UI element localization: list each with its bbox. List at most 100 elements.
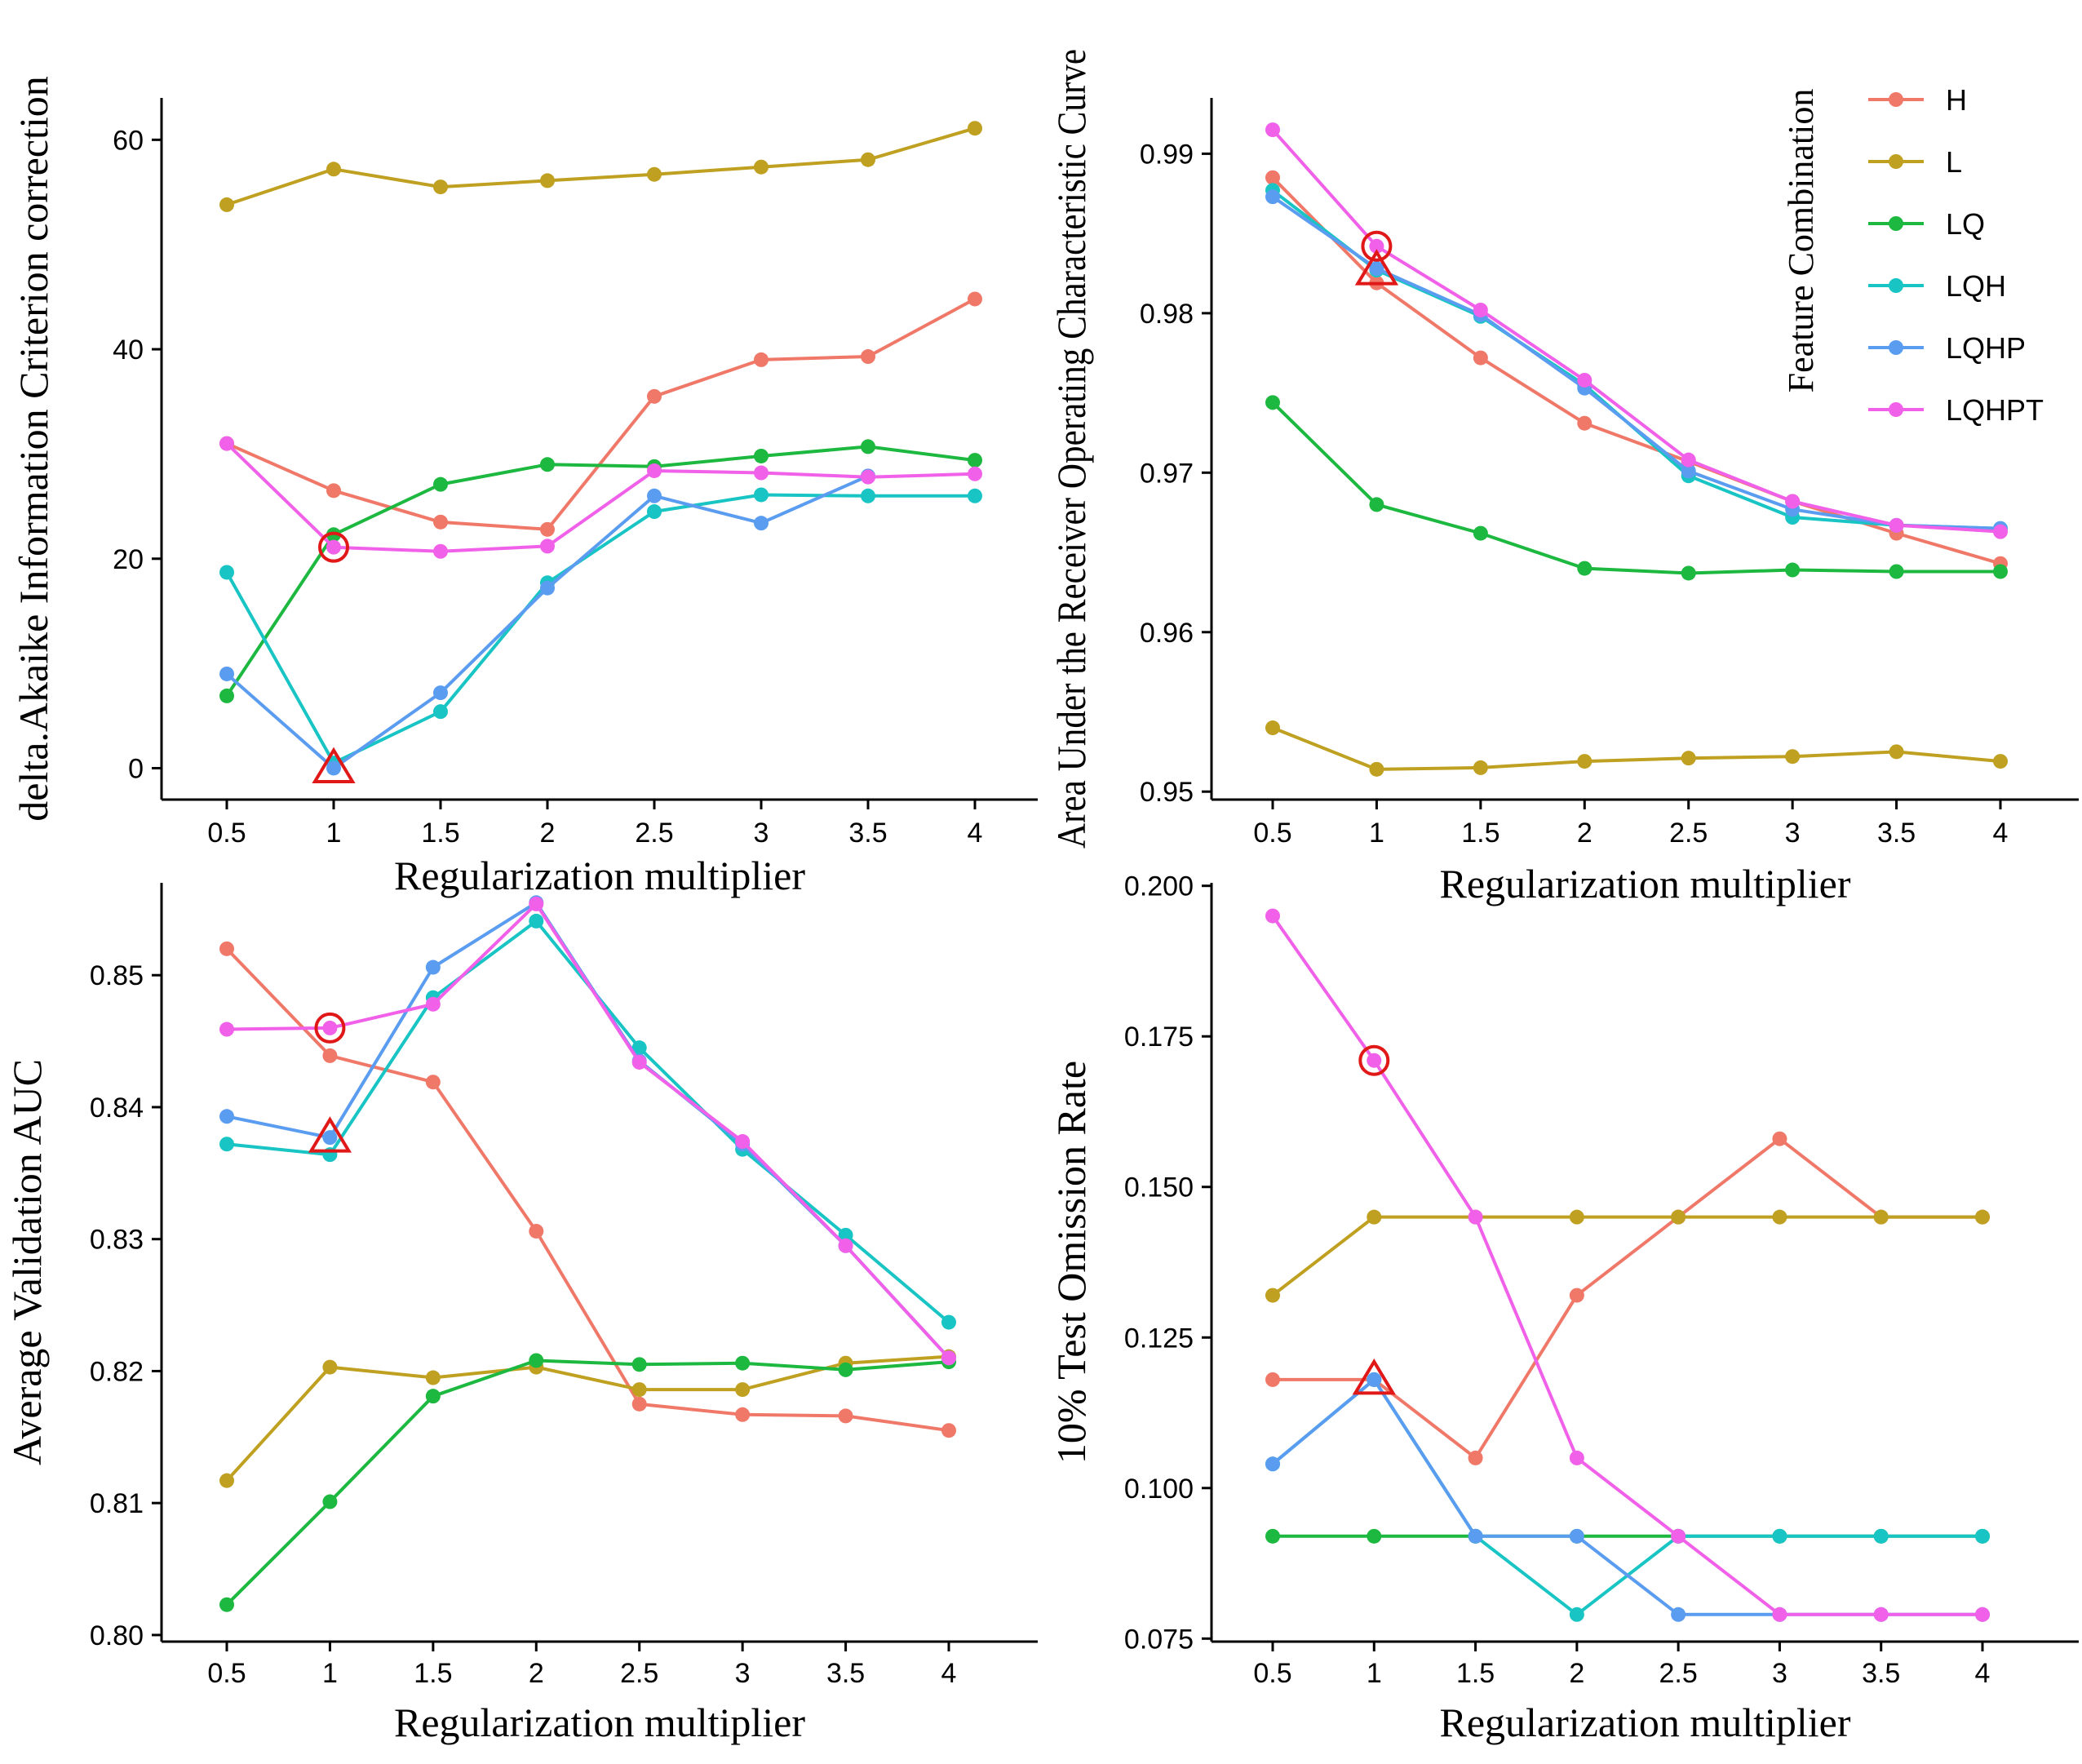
legend-item-lqh: LQH [1868,269,2006,303]
series-line [226,126,976,206]
x-tick-label: 1 [1367,1658,1382,1689]
data-point [647,166,662,182]
data-point [754,465,769,481]
data-point [219,197,234,212]
data-point [1772,1528,1787,1544]
data-point [1785,749,1801,765]
x-tick-label: 1.5 [414,1658,452,1689]
x-axis-title: Regularization multiplier [1439,1700,1850,1745]
y-tick-label: 60 [113,125,144,156]
data-point [1873,1607,1889,1622]
legend-item-lq: LQ [1868,207,1985,241]
legend-swatch-point [1889,340,1903,355]
data-point [647,463,662,478]
legend-title: Feature Combination [1781,89,1821,393]
y-tick-label: 0.96 [1140,618,1194,649]
data-point [941,1314,956,1330]
data-point [1369,761,1384,777]
data-point [1265,1372,1280,1387]
x-tick-label: 0.5 [1253,818,1291,849]
series-line [1271,915,1982,1616]
y-tick-label: 0.98 [1140,299,1194,330]
data-point [540,521,555,537]
x-axis-title: Regularization multiplier [394,853,805,898]
data-point [1671,1528,1686,1544]
legend-swatch-point [1889,216,1903,231]
selected-model-circle [318,531,349,563]
data-point [941,1423,956,1438]
data-point [1577,754,1593,769]
data-point [647,388,662,404]
series-l [1265,1209,1990,1303]
data-point [1367,1053,1382,1068]
selected-model-triangle [1354,249,1399,286]
x-tick-label: 3.5 [848,818,887,849]
data-point [326,760,341,776]
series-line [1272,726,2001,771]
data-point [219,1109,234,1124]
data-point [1369,238,1384,254]
series-lqhpt [219,436,982,559]
data-point [968,488,982,503]
data-point [861,439,875,454]
data-point [838,1362,853,1377]
data-point [968,466,982,481]
data-point [631,1040,647,1056]
data-point [1265,1528,1280,1544]
series-line [225,947,950,1433]
data-point [1468,1209,1483,1225]
y-tick-label: 0.95 [1140,777,1194,808]
data-point [1681,452,1696,468]
data-point [219,1137,234,1152]
data-point [1975,1209,1990,1225]
data-point [861,469,875,485]
data-point [529,1223,544,1239]
series-lqhpt [219,896,956,1366]
legend: Feature Combination HL LQ LQH LQHP LQHPT [1781,83,2044,427]
y-tick-label: 0.200 [1124,871,1194,902]
legend-swatch-point [1889,92,1903,107]
legend-label: LQH [1946,269,2006,303]
data-point [425,1370,441,1385]
series-line [1271,128,2001,534]
x-tick-label: 2 [1577,818,1593,849]
data-point [529,896,544,911]
data-point [1569,1450,1584,1465]
x-tick-label: 2.5 [620,1658,658,1689]
data-point [1468,1528,1483,1544]
y-tick-label: 0.80 [90,1620,144,1651]
y-tick-label: 0.100 [1124,1474,1194,1505]
y-tick-label: 0.175 [1124,1022,1194,1053]
data-point [647,504,662,520]
data-point [1772,1607,1787,1622]
data-point [631,1357,647,1372]
x-tick-label: 1 [1369,818,1384,849]
series-lqhpt [1265,908,1990,1622]
series-lqh [1265,183,2008,536]
series-lq [219,439,982,703]
data-point [433,476,448,492]
x-tick-label: 2.5 [635,818,673,849]
legend-label: H [1946,83,1967,117]
series-lq [1265,395,2008,581]
data-point [1473,350,1488,366]
y-tick-label: 0.83 [90,1225,144,1256]
legend-label: LQHP [1946,331,2026,365]
data-point [540,539,555,554]
series-line [1271,176,2001,565]
data-point [1265,908,1280,924]
data-point [1367,1372,1382,1387]
x-tick-label: 1 [326,818,342,849]
series-h [219,941,956,1438]
data-point [1681,751,1696,766]
x-tick-label: 4 [941,1658,957,1689]
data-point [941,1350,956,1366]
series-lqhp [219,895,956,1366]
data-point [433,514,448,530]
series-line [225,474,869,770]
y-tick-label: 0.81 [90,1488,144,1519]
data-point [1265,189,1280,205]
y-axis-title: Average Validation AUC [4,1059,50,1465]
data-point [838,1408,853,1424]
legend-item-lqhp: LQHP [1868,331,2026,365]
